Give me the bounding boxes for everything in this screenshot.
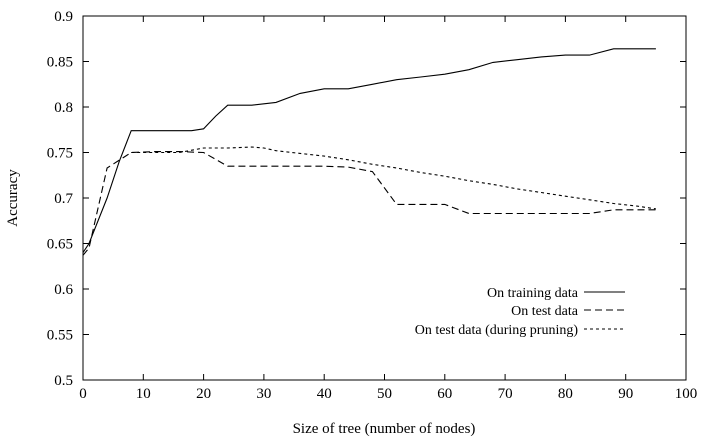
series-line-2 xyxy=(82,151,656,256)
x-tick-label: 80 xyxy=(558,386,573,402)
x-tick-label: 100 xyxy=(675,386,698,402)
series-line-3 xyxy=(131,146,656,210)
x-tick-label: 40 xyxy=(317,386,332,402)
y-tick-label: 0.55 xyxy=(47,328,73,344)
x-tick-label: 90 xyxy=(618,386,633,402)
series-lines xyxy=(82,48,656,256)
x-tick-label: 20 xyxy=(196,386,211,402)
plot-frame xyxy=(82,15,687,381)
x-tick-label: 60 xyxy=(437,386,452,402)
x-tick-label: 0 xyxy=(79,386,87,402)
y-tick-label: 0.7 xyxy=(54,191,73,207)
y-tick-label: 0.65 xyxy=(47,237,73,253)
y-tick-label: 0.6 xyxy=(54,282,73,298)
series-line-1 xyxy=(82,48,656,253)
x-tick-label: 70 xyxy=(498,386,513,402)
x-axis-label: Size of tree (number of nodes) xyxy=(293,421,476,437)
y-tick-label: 0.85 xyxy=(47,55,73,71)
y-tick-label: 0.9 xyxy=(54,9,73,25)
y-tick-label: 0.5 xyxy=(54,373,73,389)
axes: 0 10 20 30 40 50 60 70 80 90 100 0.5 0.55 0.6 0.65 0.7 0… xyxy=(47,9,698,402)
y-tick-label: 0.8 xyxy=(54,100,73,116)
x-tick-label: 50 xyxy=(377,386,392,402)
legend-label: On test data xyxy=(511,304,579,319)
y-tick-label: 0.75 xyxy=(47,146,73,162)
legend-label: On training data xyxy=(487,286,579,301)
y-axis-label: Accuracy xyxy=(5,169,21,227)
x-tick-label: 30 xyxy=(256,386,271,402)
legend: On training data On test data On test data… xyxy=(415,286,625,338)
legend-label: On test data (during pruning) xyxy=(415,323,579,338)
x-tick-label: 10 xyxy=(136,386,151,402)
plot-area xyxy=(82,15,687,381)
